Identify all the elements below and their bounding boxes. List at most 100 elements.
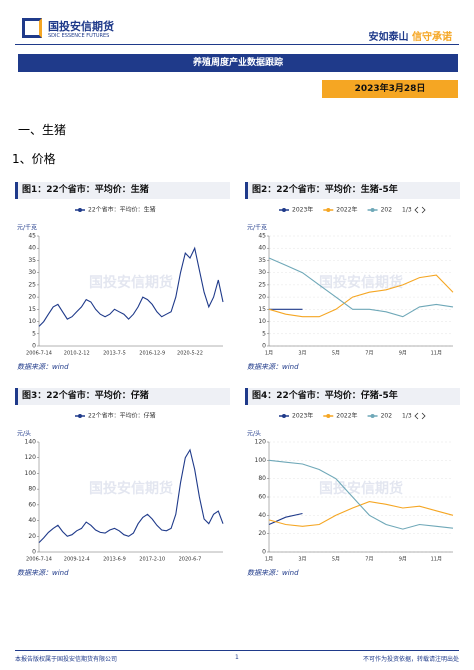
y-tick-label: 100 (255, 457, 267, 464)
y-tick-label: 10 (258, 318, 266, 325)
legend-dot (370, 208, 375, 212)
chart: 国投安信期货 元/千克 0 5 10 15 20 25 30 35 40 45 2006-7-14 201… (17, 206, 224, 357)
slogan-b: 信守承诺 (412, 32, 452, 43)
x-tick-label: 5月 (332, 351, 340, 357)
pager-arrows (414, 412, 426, 420)
slogan-a: 安如泰山 (368, 32, 409, 43)
figure-source: 数据来源：wind (247, 569, 299, 577)
series-line (268, 459, 454, 530)
x-tick-label: 9月 (399, 557, 407, 563)
series-line (38, 246, 224, 327)
series-line (268, 274, 454, 318)
y-tick-label: 80 (258, 475, 266, 482)
y-tick-label: 35 (28, 257, 36, 264)
y-tick-label: 15 (28, 306, 36, 313)
y-tick-label: 30 (258, 269, 266, 276)
y-tick-label: 30 (28, 269, 36, 276)
x-tick-label: 11月 (431, 351, 442, 357)
y-tick-label: 40 (28, 517, 36, 524)
x-tick-label: 2013-6-9 (103, 557, 126, 563)
legend-label: 2022年 (336, 412, 357, 420)
x-tick-label: 2006-7-14 (26, 557, 52, 563)
pager-arrows (414, 206, 426, 214)
legend-page: 1/3 (402, 413, 412, 420)
figure-title: 图1：22个省市：平均价：生猪 (15, 182, 230, 199)
x-tick-label: 2016-12-9 (139, 351, 165, 357)
x-tick-label: 1月 (265, 351, 273, 357)
logo-box (22, 18, 42, 38)
legend-dot (78, 208, 82, 212)
subsection: 1、价格 (12, 152, 56, 166)
y-tick-label: 40 (258, 512, 266, 519)
x-tick-label: 2006-7-14 (26, 351, 52, 357)
footer-rule (15, 650, 459, 651)
rule (15, 44, 459, 45)
legend-dot (326, 208, 331, 212)
series-line (268, 501, 454, 527)
watermark: 国投安信期货 (89, 274, 173, 291)
legend-dot (282, 414, 286, 418)
y-tick-label: 20 (258, 530, 266, 537)
legend-page: 1/3 (402, 207, 412, 214)
figure-title: 图3：22个省市：平均价：仔猪 (15, 388, 230, 405)
y-tick-label: 20 (28, 294, 36, 301)
y-tick-label: 25 (258, 281, 266, 288)
y-tick-label: 25 (28, 281, 36, 288)
y-tick-label: 35 (258, 257, 266, 264)
figure-title: 图2：22个省市：平均价：生猪-5年 (245, 182, 460, 199)
figure-source: 数据来源：wind (247, 363, 299, 371)
y-label: 元/千克 (247, 224, 267, 232)
y-tick-label: 120 (255, 439, 267, 446)
x-tick-label: 2009-12-4 (64, 557, 90, 563)
figure-source: 数据来源：wind (17, 569, 69, 577)
legend-dot (282, 208, 286, 212)
y-tick-label: 120 (25, 454, 37, 461)
x-tick-label: 5月 (332, 557, 340, 563)
y-tick-label: 5 (32, 330, 36, 337)
legend-label: 22个省市：平均价：仔猪 (88, 412, 156, 420)
y-tick-label: 0 (262, 343, 266, 350)
slogan: 安如泰山 信守承诺 (369, 28, 452, 43)
y-label: 元/千克 (17, 224, 37, 232)
x-tick-label: 2017-2-10 (139, 557, 165, 563)
x-tick-label: 3月 (298, 557, 306, 563)
y-tick-label: 20 (28, 533, 36, 540)
figure-title: 图4：22个省市：平均价：仔猪-5年 (245, 388, 460, 405)
x-tick-label: 11月 (431, 557, 442, 563)
chart: 国投安信期货 元/头 0 20 40 60 80 100 120 1月 3月 5月 7月 9月 11月 202… (247, 412, 454, 563)
x-tick-label: 7月 (365, 557, 373, 563)
y-tick-label: 0 (32, 343, 36, 350)
series-line (38, 448, 224, 543)
watermark: 国投安信期货 (319, 480, 403, 497)
y-tick-label: 20 (258, 294, 266, 301)
y-tick-label: 15 (258, 306, 266, 313)
legend-label: 2023年 (292, 412, 313, 420)
x-tick-label: 9月 (399, 351, 407, 357)
y-tick-label: 60 (28, 501, 36, 508)
chart: 国投安信期货 元/千克 0 5 10 15 20 25 30 35 40 45 1月 3月 5月 7月 9月 11… (247, 206, 454, 357)
y-tick-label: 100 (25, 470, 37, 477)
section: 一、生猪 (18, 123, 67, 137)
watermark: 国投安信期货 (89, 480, 173, 497)
x-tick-label: 2010-2-12 (64, 351, 90, 357)
legend-label: 202 (381, 413, 393, 420)
y-tick-label: 40 (28, 245, 36, 252)
legend-label: 2023年 (292, 206, 313, 214)
footer-right: 不可作为投资依据，转载请注明出处 (362, 656, 459, 663)
legend-label: 22个省市：平均价：生猪 (88, 206, 156, 214)
y-label: 元/头 (17, 430, 31, 438)
legend-label: 2022年 (336, 206, 357, 214)
y-tick-label: 0 (32, 549, 36, 556)
chart: 国投安信期货 元/头 0 20 40 60 80 100 120 140 2006-7-14 2009… (17, 412, 224, 563)
x-tick-label: 7月 (365, 351, 373, 357)
footer-page: 1 (235, 654, 239, 661)
y-tick-label: 40 (258, 245, 266, 252)
y-tick-label: 5 (262, 330, 266, 337)
series-line (268, 512, 303, 526)
y-tick-label: 10 (28, 318, 36, 325)
legend-dot (326, 414, 331, 418)
series-line (268, 257, 454, 318)
x-tick-label: 2013-7-5 (103, 351, 126, 357)
x-tick-label: 1月 (265, 557, 273, 563)
